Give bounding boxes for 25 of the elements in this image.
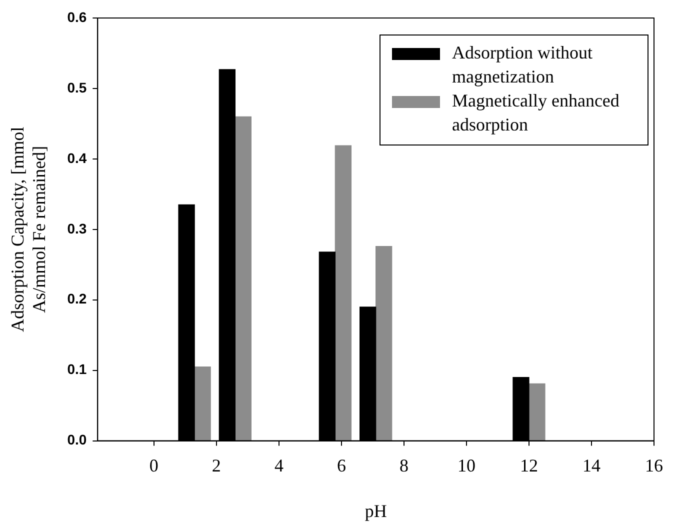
x-tick-label: 12 (520, 455, 538, 476)
y-tick-label: 0.1 (67, 361, 87, 378)
x-tick-label: 14 (582, 455, 600, 476)
x-tick-label: 4 (274, 455, 284, 476)
bar (334, 145, 352, 441)
bar (234, 116, 252, 441)
y-tick-label: 0.4 (67, 150, 87, 166)
x-axis-title: pH (364, 500, 387, 521)
y-tick-label: 0.6 (67, 8, 87, 25)
bar (194, 366, 211, 441)
x-tick-label: 2 (212, 455, 221, 476)
legend-label: Magnetically enhanced adsorption (452, 90, 620, 135)
x-tick-label: 10 (457, 455, 476, 476)
legend-label: Adsorption without magnetization (452, 42, 593, 87)
y-tick-label: 0.3 (67, 220, 87, 236)
x-tick-label: 8 (399, 455, 408, 476)
bar (376, 246, 392, 441)
bar (528, 383, 546, 441)
x-tick-label: 0 (149, 455, 158, 476)
y-tick-label: 0.2 (67, 290, 87, 307)
y-tick-label: 0.0 (67, 432, 87, 448)
x-tick-label: 16 (645, 455, 663, 476)
y-tick-label: 0.5 (67, 79, 87, 96)
x-tick-label: 6 (336, 455, 346, 476)
y-axis-title: Adsorption Capacity, [mmol As/mmol Fe remained] (8, 126, 50, 332)
